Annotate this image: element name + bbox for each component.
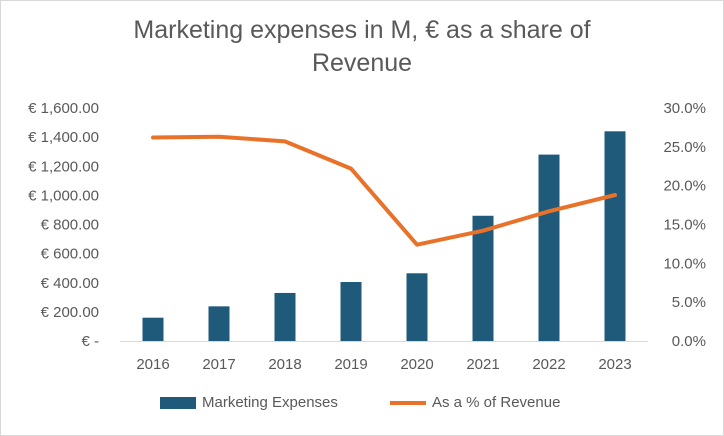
y-left-tick-label: € 600.00 <box>41 246 99 263</box>
legend-label-revenue-share: As a % of Revenue <box>432 394 561 411</box>
bar-marketing-expenses <box>538 154 560 341</box>
chart-legend: Marketing Expenses As a % of Revenue <box>0 392 724 416</box>
x-tick-label: 2018 <box>268 356 301 373</box>
chart-title: Marketing expenses in M, € as a share of… <box>0 14 724 80</box>
legend-item-revenue-share: As a % of Revenue <box>390 394 560 411</box>
bar-marketing-expenses <box>142 317 164 341</box>
y-right-tick-label: 15.0% <box>663 217 706 234</box>
x-tick-label: 2016 <box>136 356 169 373</box>
x-tick-label: 2022 <box>532 356 565 373</box>
bar-marketing-expenses <box>340 282 362 341</box>
bar-marketing-expenses <box>406 273 428 341</box>
x-tick-label: 2021 <box>466 356 499 373</box>
y-right-tick-label: 30.0% <box>663 100 706 117</box>
bar-marketing-expenses <box>604 131 626 341</box>
legend-swatch-line <box>390 400 426 405</box>
y-right-tick-label: 0.0% <box>672 333 706 350</box>
y-right-tick-label: 25.0% <box>663 139 706 156</box>
legend-label-marketing-expenses: Marketing Expenses <box>202 394 338 411</box>
y-left-tick-label: € 1,200.00 <box>28 158 99 175</box>
x-tick-label: 2020 <box>400 356 433 373</box>
chart-title-line-2: Revenue <box>311 49 413 77</box>
y-left-tick-label: € 200.00 <box>41 304 99 321</box>
x-tick-label: 2019 <box>334 356 367 373</box>
x-tick-label: 2023 <box>598 356 631 373</box>
x-tick-label: 2017 <box>202 356 235 373</box>
y-left-tick-label: € - <box>81 333 99 350</box>
line-revenue-share <box>151 134 617 247</box>
y-left-tick-label: € 800.00 <box>41 217 99 234</box>
legend-item-marketing-expenses: Marketing Expenses <box>160 394 338 411</box>
bar-marketing-expenses <box>208 306 230 341</box>
y-left-tick-label: € 1,000.00 <box>28 187 99 204</box>
y-left-tick-label: € 1,600.00 <box>28 100 99 117</box>
y-left-tick-label: € 400.00 <box>41 275 99 292</box>
y-right-tick-label: 10.0% <box>663 255 706 272</box>
y-right-tick-label: 5.0% <box>672 294 706 311</box>
legend-swatch-bar <box>160 396 196 409</box>
y-left-tick-label: € 1,400.00 <box>28 129 99 146</box>
bar-marketing-expenses <box>472 215 494 341</box>
chart-title-line-1: Marketing expenses in M, € as a share of <box>133 16 591 44</box>
bar-marketing-expenses <box>274 292 296 341</box>
y-right-tick-label: 20.0% <box>663 178 706 195</box>
